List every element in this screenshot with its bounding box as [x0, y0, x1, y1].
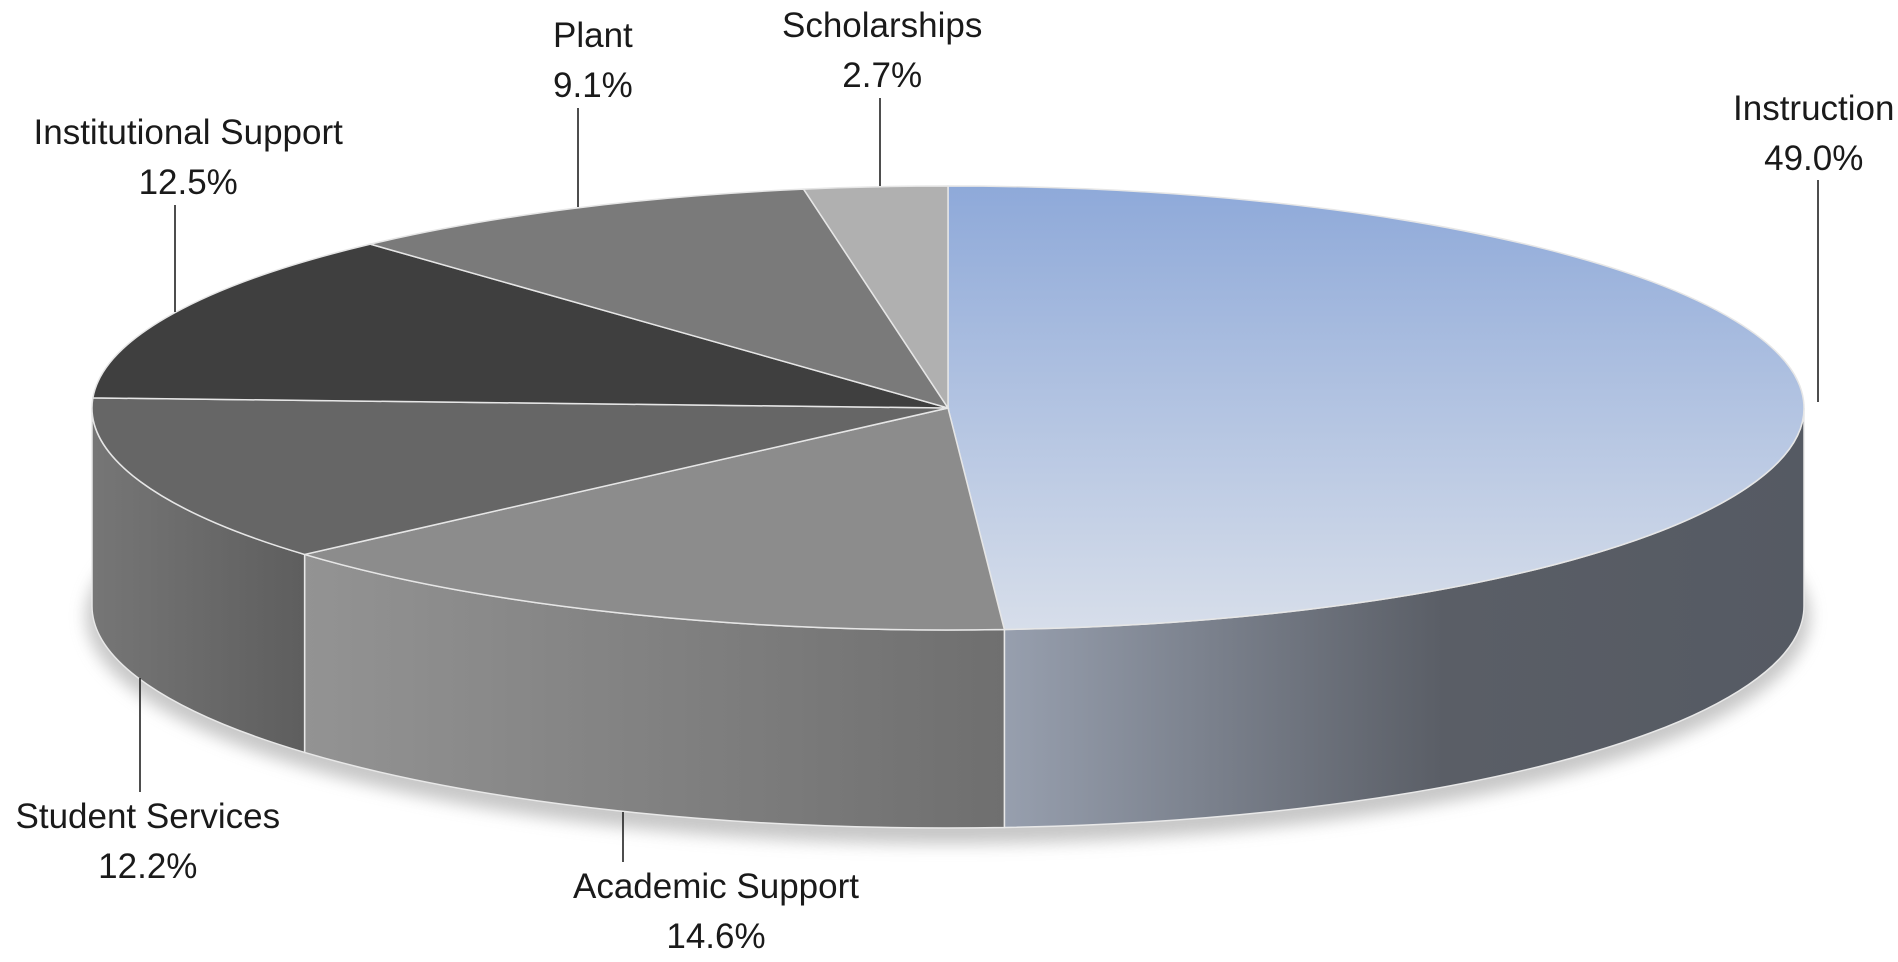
slice-student-services — [91, 397, 949, 556]
slice-label-value: 14.6% — [666, 917, 766, 956]
slice-academic-support — [301, 407, 1006, 631]
slice-label-name: Student Services — [15, 797, 281, 836]
slice-label-name: Institutional Support — [33, 113, 343, 152]
slice-label-name: Scholarships — [782, 6, 983, 45]
data-label-student-services: Student Services 12.2% — [16, 792, 281, 892]
data-label-scholarships: Scholarships 2.7% — [782, 1, 982, 101]
slice-label-value: 12.5% — [138, 163, 238, 202]
slice-instruction — [947, 185, 1805, 631]
slice-label-value: 12.2% — [98, 847, 198, 886]
data-label-academic-support: Academic Support 14.6% — [573, 862, 859, 962]
slice-plant — [367, 188, 950, 410]
slice-label-value: 49.0% — [1764, 139, 1864, 178]
data-label-instruction: Instruction 49.0% — [1733, 84, 1894, 184]
slice-label-value: 9.1% — [553, 66, 633, 105]
data-label-institutional-support: Institutional Support 12.5% — [34, 108, 343, 208]
data-label-plant: Plant 9.1% — [553, 11, 633, 111]
slice-institutional-support — [91, 243, 949, 409]
slice-label-value: 2.7% — [842, 56, 923, 95]
slice-label-name: Instruction — [1733, 89, 1895, 128]
slice-scholarships — [802, 185, 949, 411]
slice-label-name: Plant — [553, 16, 633, 55]
slice-label-name: Academic Support — [573, 867, 859, 906]
